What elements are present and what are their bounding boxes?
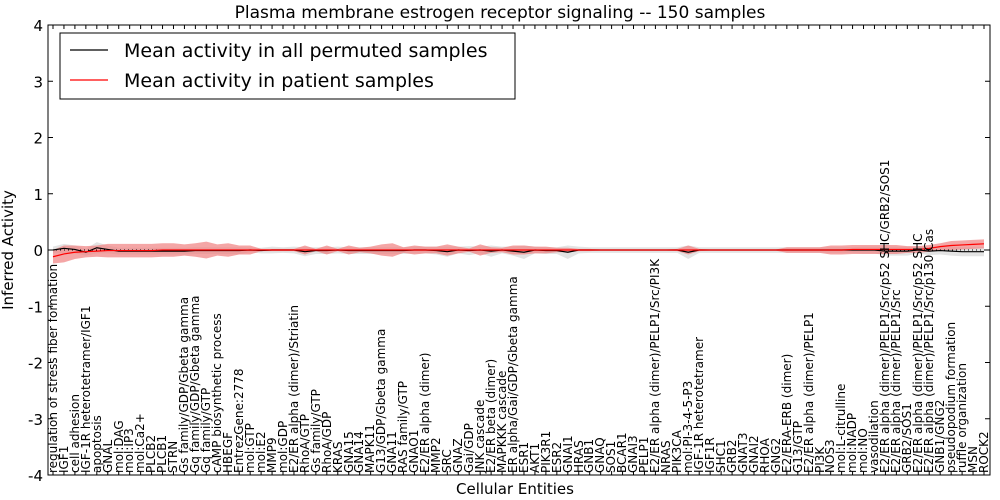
y-tick-label: 4 xyxy=(33,17,43,35)
y-tick-label: -4 xyxy=(28,467,43,485)
y-tick-label: 1 xyxy=(33,186,43,204)
legend-box xyxy=(59,32,516,100)
lines xyxy=(52,243,985,258)
y-tick-label: -3 xyxy=(28,411,43,429)
legend: Mean activity in all permuted samples Me… xyxy=(59,32,516,100)
y-tick-label: 0 xyxy=(33,242,43,260)
chart-title: Plasma membrane estrogen receptor signal… xyxy=(235,3,766,23)
x-axis-ticks xyxy=(52,25,985,475)
y-tick-label: -1 xyxy=(28,298,43,316)
y-tick-label: 3 xyxy=(33,73,43,91)
legend-label-patient: Mean activity in patient samples xyxy=(124,70,434,92)
plot-frame xyxy=(47,24,991,476)
y-axis-ticks: -4 -3 -2 -1 0 1 2 3 4 xyxy=(28,17,990,485)
y-axis-label: Inferred Activity xyxy=(0,190,17,310)
y-tick-label: 2 xyxy=(33,130,43,148)
patient-mean-line xyxy=(52,243,985,258)
x-axis-label: Cellular Entities xyxy=(456,480,574,498)
y-tick-label: -2 xyxy=(28,355,43,373)
legend-label-permuted: Mean activity in all permuted samples xyxy=(124,40,487,62)
